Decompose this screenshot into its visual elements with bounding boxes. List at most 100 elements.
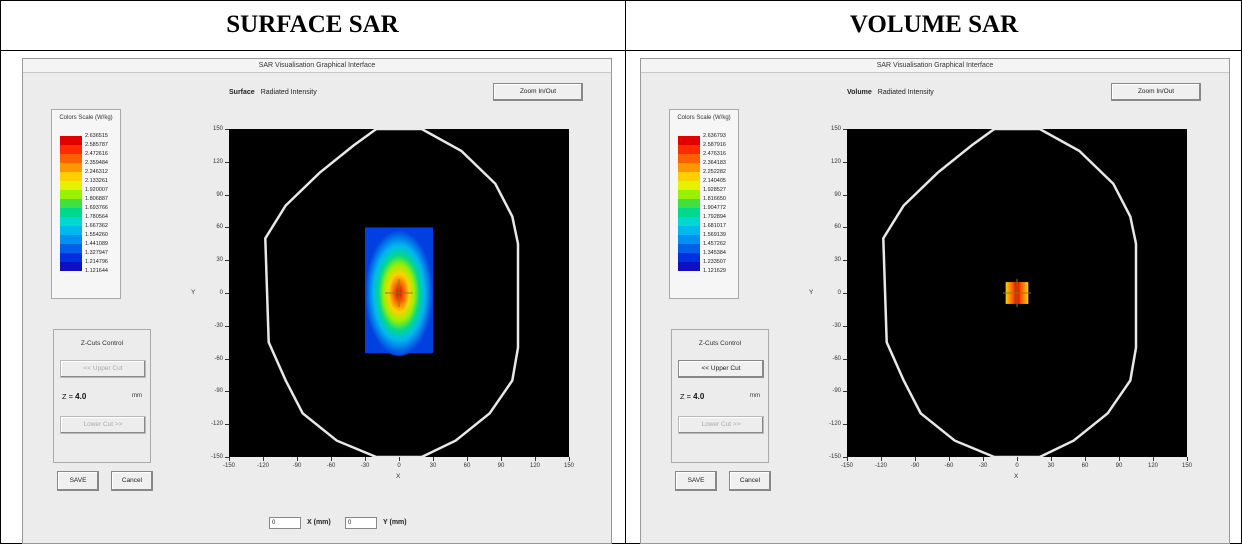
zoom-button[interactable]: Zoom In/Out: [1111, 83, 1201, 101]
x-tick-mark: [569, 457, 570, 461]
plot-mode-label: Surface Radiated Intensity: [229, 89, 317, 96]
y-coordinate-input[interactable]: 0: [345, 517, 377, 529]
y-tick-label: 90: [216, 191, 223, 198]
color-scale-value: 1.214796: [85, 259, 108, 265]
color-swatch: [678, 244, 700, 253]
x-tick-mark: [331, 457, 332, 461]
cancel-button[interactable]: Cancel: [729, 471, 771, 491]
save-button[interactable]: SAVE: [675, 471, 717, 491]
color-scale-panel: Colors Scale (W/kg) 2.636793 2.587916 2.476…: [669, 109, 739, 299]
color-swatch: [678, 136, 700, 145]
x-tick-mark: [915, 457, 916, 461]
color-swatch: [678, 208, 700, 217]
header-divider: [0, 50, 1242, 51]
x-tick-label: 90: [1115, 463, 1123, 469]
sar-plot-canvas[interactable]: [229, 129, 569, 457]
x-tick-label: 0: [1015, 463, 1019, 469]
y-tick-mark: [225, 391, 229, 393]
lower-cut-button[interactable]: Lower Cut >>: [60, 416, 146, 434]
x-tick-mark: [881, 457, 882, 461]
window-title: SAR Visualisation Graphical Interface: [641, 59, 1229, 73]
color-scale-value: 2.246312: [85, 169, 108, 175]
color-scale-value: 2.636793: [703, 133, 726, 139]
color-swatch: [60, 217, 82, 226]
plot-quantity: Radiated Intensity: [877, 89, 934, 96]
x-tick-label: -90: [910, 463, 920, 469]
plot-mode-label: Volume Radiated Intensity: [847, 89, 934, 96]
color-scale-value: 1.780564: [85, 214, 108, 220]
column-divider: [625, 0, 626, 544]
upper-cut-button[interactable]: << Upper Cut: [60, 360, 146, 378]
color-scale-value: 1.569139: [703, 232, 726, 238]
x-tick-label: -60: [326, 463, 336, 469]
x-tick-mark: [1119, 457, 1120, 461]
color-scale-value: 2.476316: [703, 151, 726, 157]
color-swatch: [60, 253, 82, 262]
y-tick-mark: [843, 391, 847, 393]
x-coordinate-input[interactable]: 0: [269, 517, 301, 529]
color-swatch: [60, 154, 82, 163]
phantom-outline: [264, 129, 520, 457]
y-tick-label: -120: [828, 421, 841, 428]
save-button[interactable]: SAVE: [57, 471, 99, 491]
color-scale-value: 1.920007: [85, 187, 108, 193]
x-axis-label: X: [1014, 473, 1019, 480]
y-tick-mark: [843, 129, 847, 130]
header-volume-sar: VOLUME SAR: [849, 11, 1019, 38]
x-tick-mark: [847, 457, 848, 461]
color-swatch: [678, 181, 700, 190]
y-mm-label: Y (mm): [383, 519, 407, 526]
upper-cut-button[interactable]: << Upper Cut: [678, 360, 764, 378]
color-swatch: [60, 235, 82, 244]
color-scale-value: 1.904772: [703, 205, 726, 211]
x-tick-label: -120: [874, 463, 887, 469]
phantom-outline: [882, 129, 1138, 457]
window-body: Volume Radiated Intensity Zoom In/Out Color…: [641, 73, 1229, 544]
x-tick-mark: [297, 457, 298, 461]
color-scale-value: 2.636515: [85, 133, 108, 139]
y-tick-mark: [225, 161, 229, 163]
z-unit: mm: [750, 393, 760, 399]
z-unit: mm: [132, 393, 142, 399]
zoom-button[interactable]: Zoom In/Out: [493, 83, 583, 101]
y-tick-label: 60: [216, 224, 223, 231]
x-tick-label: 30: [1047, 463, 1055, 469]
y-tick-label: 120: [830, 158, 841, 165]
y-tick-mark: [225, 194, 229, 196]
color-scale-value: 1.681017: [703, 223, 726, 229]
y-tick-mark: [843, 260, 847, 262]
y-tick-mark: [225, 260, 229, 262]
x-tick-mark: [1153, 457, 1154, 461]
lower-cut-button[interactable]: Lower Cut >>: [678, 416, 764, 434]
color-swatch: [60, 145, 82, 154]
y-tick-label: -60: [832, 355, 841, 362]
z-cuts-control-panel: Z-Cuts Control << Upper Cut Z = 4.0 mm Lower…: [53, 329, 151, 463]
sar-plot-canvas[interactable]: [847, 129, 1187, 457]
x-tick-label: -120: [256, 463, 269, 469]
color-swatch: [60, 181, 82, 190]
x-tick-label: -150: [840, 463, 853, 469]
x-tick-mark: [535, 457, 536, 461]
y-tick-mark: [225, 227, 229, 229]
y-tick-mark: [843, 293, 847, 294]
x-tick-label: -60: [944, 463, 954, 469]
x-tick-label: -90: [292, 463, 302, 469]
color-swatch: [678, 253, 700, 262]
color-scale-value: 1.121629: [703, 268, 726, 274]
color-scale-value: 2.364183: [703, 160, 726, 166]
y-tick-label: -30: [832, 322, 841, 329]
cancel-button[interactable]: Cancel: [111, 471, 153, 491]
color-scale-value: 1.233507: [703, 259, 726, 265]
y-tick-label: 60: [834, 224, 841, 231]
color-swatch: [678, 172, 700, 181]
x-tick-label: -30: [978, 463, 988, 469]
color-swatch: [60, 190, 82, 199]
y-tick-mark: [225, 325, 229, 327]
color-scale-value: 1.928527: [703, 187, 726, 193]
y-tick-mark: [843, 424, 847, 426]
x-tick-label: 150: [1181, 463, 1192, 469]
color-scale-value: 2.140405: [703, 178, 726, 184]
y-tick-label: 90: [834, 191, 841, 198]
x-tick-mark: [229, 457, 230, 461]
color-scale-value: 2.472616: [85, 151, 108, 157]
